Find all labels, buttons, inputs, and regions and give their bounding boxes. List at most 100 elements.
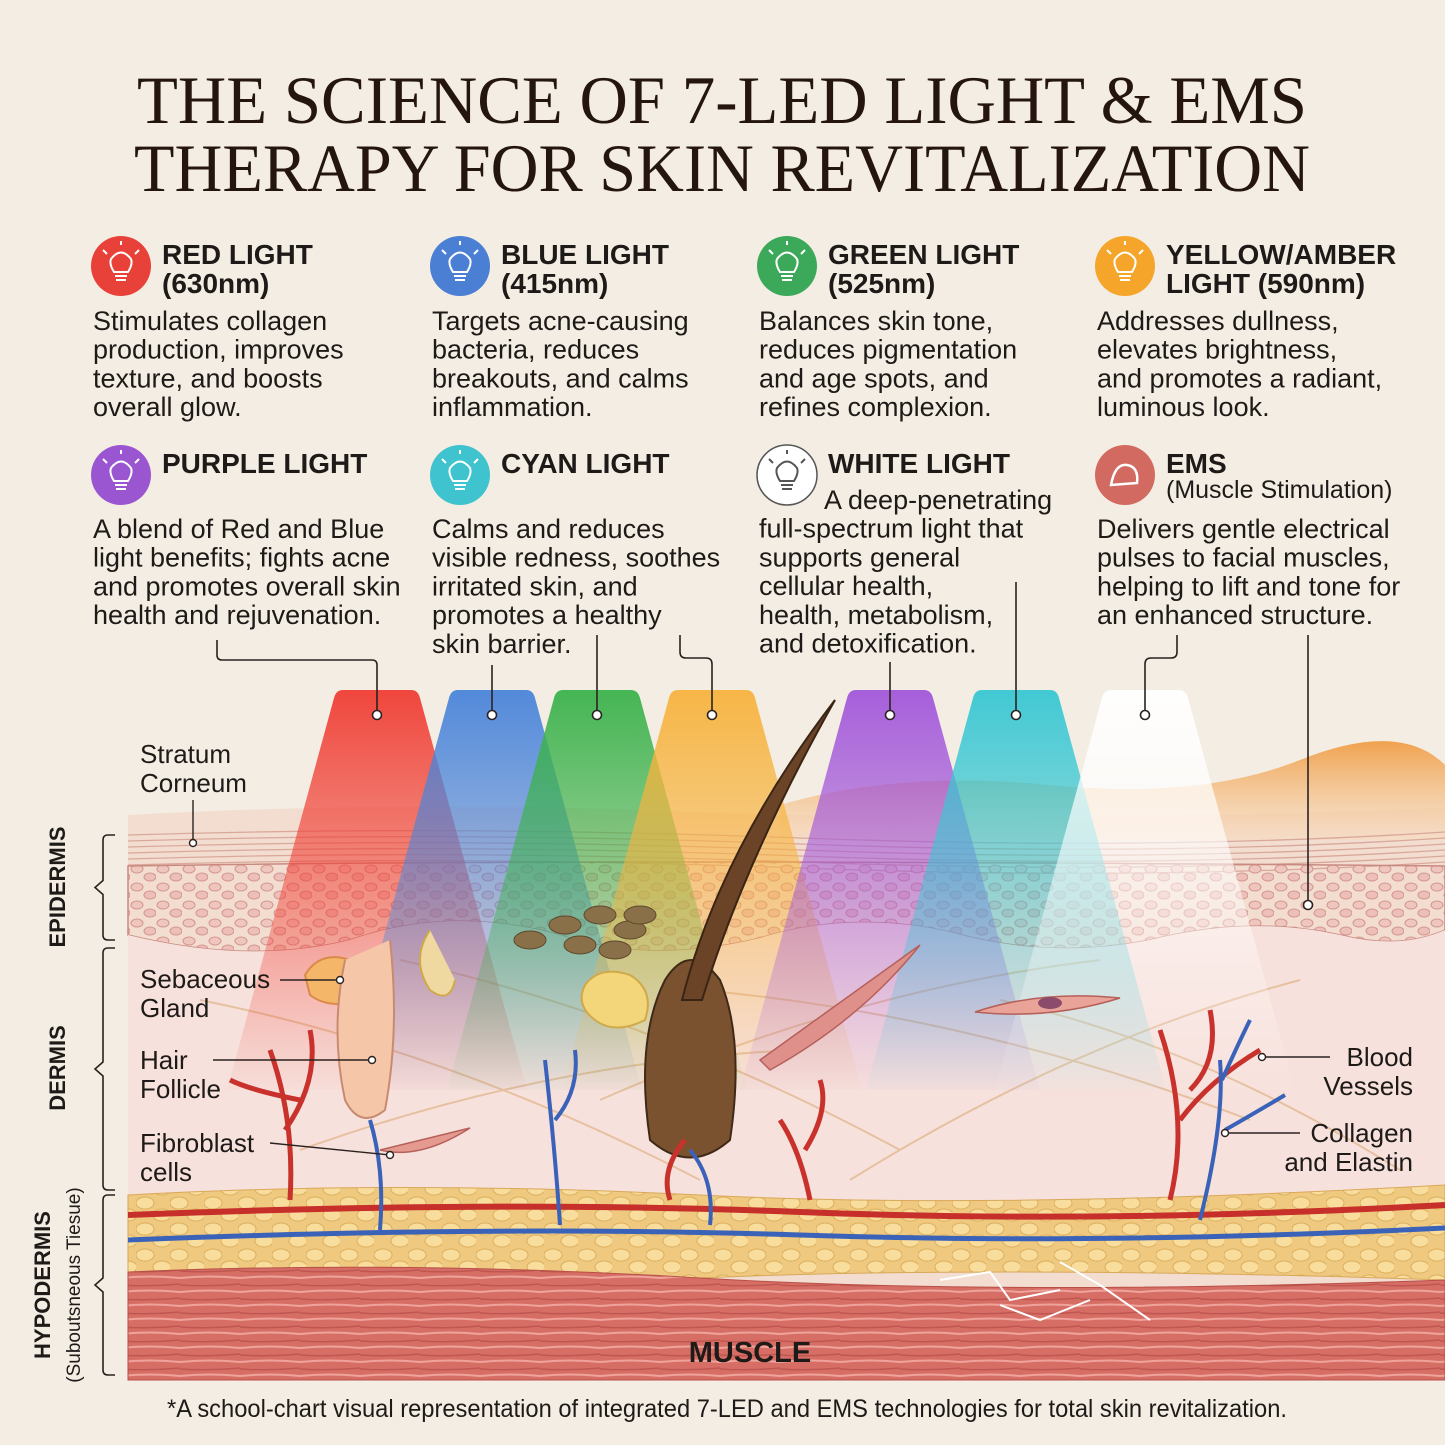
structure-label: Gland [140, 993, 209, 1023]
card-description: refines complexion. [759, 392, 992, 422]
card-description: helping to lift and tone for [1097, 571, 1400, 601]
card-description: overall glow. [93, 392, 242, 422]
card-description: supports general [759, 542, 960, 572]
structure-label: Fibroblast [140, 1128, 255, 1158]
card-description: promotes a healthy [432, 600, 662, 630]
structure-label: Corneum [140, 768, 247, 798]
card-description: pulses to facial muscles, [1097, 543, 1390, 573]
sebum-clump [513, 930, 547, 950]
card-icon [1095, 445, 1155, 505]
card-icon [91, 445, 151, 505]
card-title: LIGHT (590nm) [1166, 268, 1365, 299]
leader-line [269, 1142, 391, 1156]
card-title: BLUE LIGHT [501, 239, 669, 270]
sebum-clump [598, 940, 632, 960]
card-icon [757, 236, 817, 296]
structure-label: Hair [140, 1045, 188, 1075]
card-title: (525nm) [828, 268, 935, 299]
structure-label: Blood [1347, 1042, 1414, 1072]
leader-dot [1257, 1052, 1267, 1062]
ems-spark [939, 1261, 1151, 1322]
vein [127, 1225, 1445, 1243]
card-subtitle: (Muscle Stimulation) [1166, 476, 1392, 504]
blood-vessel [543, 1049, 578, 1226]
card-icon [756, 444, 818, 506]
card-title: YELLOW/AMBER [1166, 239, 1396, 270]
card-description: full-spectrum light that [759, 514, 1024, 544]
icon-glyph [1109, 463, 1139, 487]
connector-line [1144, 635, 1178, 710]
sebum-clump [548, 915, 582, 935]
card-description: bacteria, reduces [432, 335, 639, 365]
sebum-clump [563, 935, 597, 955]
connector-dot [1302, 899, 1314, 911]
sebaceous-gland [580, 970, 649, 1029]
structure-label: Collagen [1310, 1118, 1413, 1148]
gland-lobe [419, 929, 456, 997]
card-description: skin barrier. [432, 629, 572, 659]
blood-vessel [1198, 1019, 1287, 1221]
card-description: Targets acne-causing [432, 306, 689, 336]
layer-bracket [93, 1194, 115, 1376]
card-title: (630nm) [162, 268, 269, 299]
card-description: luminous look. [1097, 392, 1270, 422]
layer-bracket [93, 834, 115, 941]
blood-vessel [1157, 1009, 1262, 1201]
card-title: EMS [1166, 448, 1227, 479]
card-description: and detoxification. [759, 629, 977, 659]
connector-dot [1139, 709, 1151, 721]
card-icon [430, 236, 490, 296]
structure-label: Follicle [140, 1074, 221, 1104]
hair-shaft [680, 699, 836, 1001]
card-description: Stimulates collagen [93, 306, 327, 336]
blood-vessel [664, 1138, 687, 1201]
card-icon [1095, 236, 1155, 296]
blood-vessel [777, 1079, 826, 1201]
card-description: production, improves [93, 335, 344, 365]
connector-dot [884, 709, 896, 721]
icon-glyph [102, 241, 140, 281]
card-description: light benefits; fights acne [93, 543, 390, 573]
hair-follicle [336, 939, 395, 1119]
card-title: GREEN LIGHT [828, 239, 1019, 270]
structure-label: Stratum [140, 739, 231, 769]
card-title: WHITE LIGHT [828, 448, 1010, 479]
card-description: an enhanced structure. [1097, 600, 1373, 630]
card-description: inflammation. [432, 392, 593, 422]
card-icon [91, 236, 151, 296]
card-description: irritated skin, and [432, 571, 638, 601]
card-icon [430, 445, 490, 505]
icon-glyph [441, 241, 479, 281]
blood-vessel [228, 1029, 315, 1201]
card-description: Delivers gentle electrical [1097, 514, 1390, 544]
connector-line [679, 635, 713, 710]
leader-dot [367, 1055, 377, 1065]
connector-dot [706, 709, 718, 721]
layer-label: DERMIS [45, 1025, 70, 1111]
connector-dot [1010, 709, 1022, 721]
fibroblast [379, 1127, 471, 1154]
card-description: reduces pigmentation [759, 335, 1017, 365]
structure-label: cells [140, 1157, 192, 1187]
card-description: health and rejuvenation. [93, 600, 381, 630]
card-description: elevates brightness, [1097, 335, 1337, 365]
muscle-label: MUSCLE [689, 1337, 811, 1369]
leader-dot [385, 1150, 395, 1160]
structure-label: and Elastin [1284, 1147, 1413, 1177]
card-description: Addresses dullness, [1097, 306, 1339, 336]
blood-vessel [688, 1148, 713, 1226]
title-line: THE SCIENCE OF 7-LED LIGHT & EMS [137, 62, 1307, 138]
footnote: *A school-chart visual representation of… [167, 1395, 1287, 1423]
title-line: THERAPY FOR SKIN REVITALIZATION [134, 130, 1310, 206]
leader-dot [335, 975, 345, 985]
card-description: cellular health, [759, 571, 933, 601]
card-title: PURPLE LIGHT [162, 448, 367, 479]
layer-note: (Suboutsneous Tiesue) [64, 1187, 85, 1382]
icon-glyph [768, 241, 806, 281]
sebum-clump [623, 905, 657, 925]
hair-bulb [644, 959, 737, 1159]
structure-label: Sebaceous [140, 964, 270, 994]
sebum-clump [583, 905, 617, 925]
card-description: A deep-penetrating [824, 485, 1052, 515]
